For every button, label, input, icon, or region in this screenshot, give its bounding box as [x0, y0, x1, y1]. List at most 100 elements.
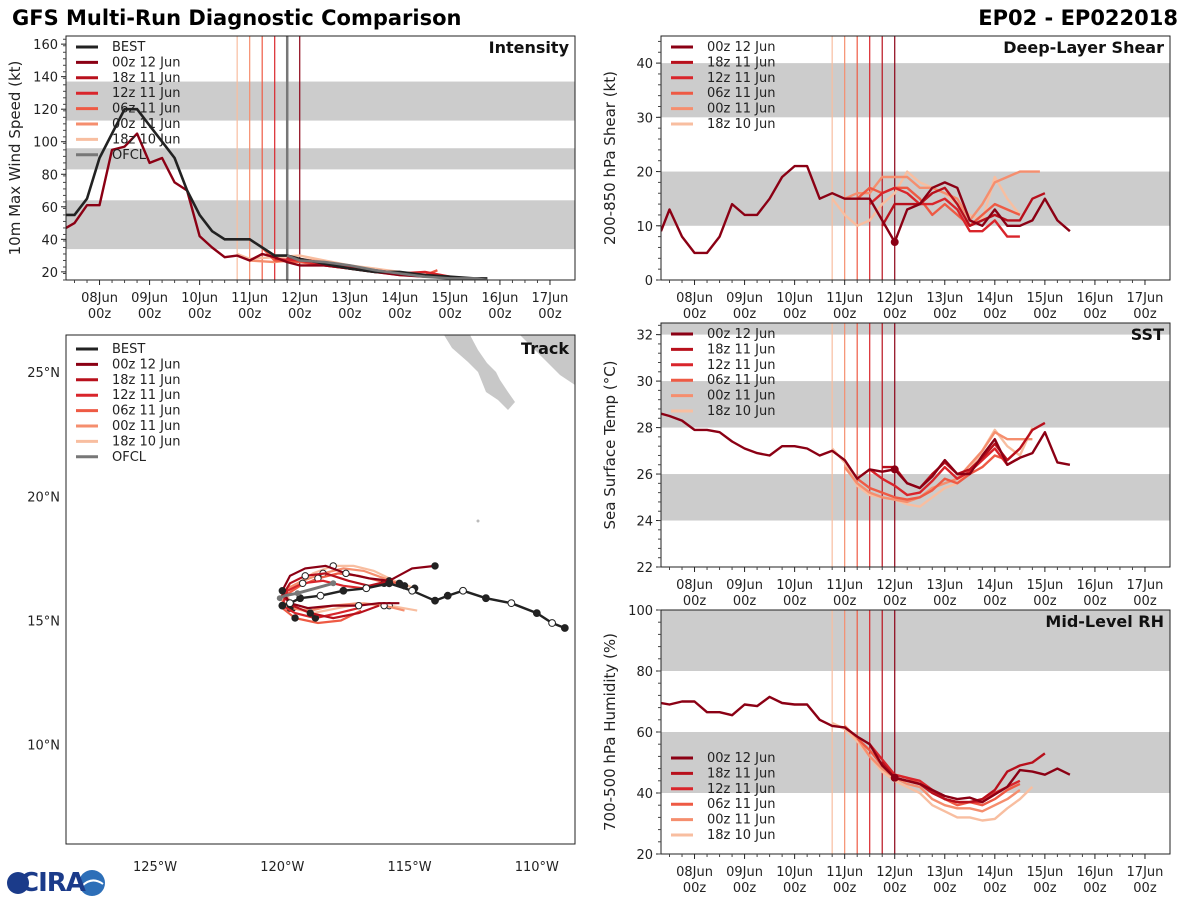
- rh-xtick-hour: 00z: [883, 881, 907, 896]
- rh-current-marker: [890, 773, 899, 782]
- sst-current-marker: [890, 465, 899, 474]
- rh-xtick-hour: 00z: [733, 881, 757, 896]
- track-point: [301, 572, 309, 580]
- intensity-xtick-hour: 00z: [338, 307, 362, 322]
- sst-xtick-hour: 00z: [1133, 594, 1157, 609]
- intensity-legend-label: 12z 11 Jun: [112, 86, 181, 101]
- track-point: [342, 569, 350, 578]
- sst-xtick-day: 10Jun: [776, 578, 813, 593]
- intensity-xtick-day: 09Jun: [131, 291, 168, 306]
- intensity-legend-label: OFCL: [112, 148, 147, 163]
- rh-xtick-hour: 00z: [983, 881, 1007, 896]
- rh-title: Mid-Level RH: [1045, 612, 1164, 631]
- sst-xtick-day: 16Jun: [1076, 578, 1113, 593]
- sst-band: [661, 381, 1170, 428]
- track-legend-label: 00z 12 Jun: [112, 357, 181, 372]
- sst-xtick-hour: 00z: [733, 594, 757, 609]
- intensity-xtick-hour: 00z: [138, 307, 162, 322]
- track-ofcl-point: [294, 590, 301, 597]
- track-point: [291, 614, 299, 622]
- intensity-xtick-hour: 00z: [538, 307, 562, 322]
- sst-legend-label: 00z 12 Jun: [707, 327, 776, 342]
- intensity-plot-area: [66, 36, 575, 280]
- shear-legend-label: 00z 12 Jun: [707, 40, 776, 55]
- shear-legend-label: 00z 11 Jun: [707, 102, 776, 117]
- shear-xtick-hour: 00z: [833, 307, 857, 322]
- island-land: [476, 519, 480, 523]
- shear-legend-label: 18z 11 Jun: [707, 55, 776, 70]
- shear-xtick-hour: 00z: [733, 307, 757, 322]
- rh-xtick-day: 09Jun: [726, 865, 763, 880]
- sst-xtick-day: 08Jun: [676, 578, 713, 593]
- shear-xtick-hour: 00z: [983, 307, 1007, 322]
- panel-rh: 2040608010008Jun00z09Jun00z10Jun00z11Jun…: [601, 604, 1171, 896]
- sst-xtick-hour: 00z: [1033, 594, 1057, 609]
- panel-sst: 22242628303208Jun00z09Jun00z10Jun00z11Ju…: [601, 322, 1171, 609]
- mexico-mainland-land: [520, 335, 575, 385]
- shear-xtick-day: 16Jun: [1076, 291, 1113, 306]
- intensity-xtick-hour: 00z: [438, 307, 462, 322]
- intensity-xtick-day: 15Jun: [431, 291, 468, 306]
- sst-xtick-hour: 00z: [983, 594, 1007, 609]
- track-xtick-label: 120°W: [260, 860, 304, 875]
- shear-xtick-hour: 00z: [933, 307, 957, 322]
- shear-current-marker: [890, 238, 899, 247]
- track-legend-label: 12z 11 Jun: [112, 388, 181, 403]
- rh-series-4: [843, 725, 1021, 813]
- sst-legend-label: 18z 10 Jun: [707, 404, 776, 419]
- track-frame: [65, 334, 576, 845]
- rh-xtick-day: 16Jun: [1076, 865, 1113, 880]
- intensity-xtick-day: 08Jun: [81, 291, 118, 306]
- shear-series-2: [868, 186, 1020, 238]
- track-point: [278, 587, 287, 595]
- track-ytick-label: 15°N: [27, 615, 60, 630]
- shear-legend-label: 18z 10 Jun: [707, 117, 776, 132]
- shear-xtick-day: 11Jun: [826, 291, 863, 306]
- shear-band: [661, 171, 1170, 226]
- track-best-point: [316, 591, 325, 600]
- shear-legend-label: 06z 11 Jun: [707, 86, 776, 101]
- cira-logo: CIRA: [4, 866, 114, 898]
- rh-band: [661, 610, 1170, 671]
- sst-ytick-label: 26: [636, 468, 653, 483]
- intensity-xtick-hour: 00z: [238, 307, 262, 322]
- rh-ytick-label: 80: [636, 665, 653, 680]
- shear-xtick-hour: 00z: [1133, 307, 1157, 322]
- track-series-1: [280, 572, 390, 620]
- shear-xtick-hour: 00z: [883, 307, 907, 322]
- intensity-legend-label: 00z 12 Jun: [112, 55, 181, 70]
- shear-xtick-day: 09Jun: [726, 291, 763, 306]
- shear-ylabel: 200-850 hPa Shear (kt): [601, 71, 619, 245]
- shear-ytick-label: 10: [636, 220, 653, 235]
- intensity-ytick-label: 100: [33, 136, 58, 151]
- track-best-point: [408, 586, 417, 595]
- shear-xtick-day: 17Jun: [1127, 291, 1164, 306]
- intensity-xtick-hour: 00z: [488, 307, 512, 322]
- sst-xtick-hour: 00z: [1083, 594, 1107, 609]
- rh-xtick-day: 10Jun: [776, 865, 813, 880]
- intensity-band: [66, 81, 575, 121]
- intensity-xtick-day: 11Jun: [231, 291, 268, 306]
- track-best-point: [548, 619, 556, 627]
- sst-xtick-hour: 00z: [933, 594, 957, 609]
- intensity-legend-label: BEST: [112, 40, 145, 55]
- shear-ytick-label: 40: [636, 57, 653, 72]
- shear-xtick-day: 13Jun: [926, 291, 963, 306]
- shear-series-4: [844, 170, 1040, 222]
- sst-legend-label: 12z 11 Jun: [707, 358, 776, 373]
- intensity-ytick-label: 140: [33, 71, 58, 86]
- sst-ytick-label: 22: [636, 561, 653, 576]
- intensity-ytick-label: 20: [41, 266, 58, 281]
- rh-series-0: [661, 695, 1071, 804]
- sst-series-2: [868, 447, 1021, 497]
- track-point: [306, 609, 315, 617]
- sst-xtick-day: 09Jun: [726, 578, 763, 593]
- track-best-point: [560, 624, 569, 632]
- shear-series-1: [881, 186, 1046, 228]
- panel-shear: 01020304008Jun00z09Jun00z10Jun00z11Jun00…: [601, 35, 1171, 322]
- track-ofcl-point: [330, 580, 337, 587]
- track-best-point: [362, 584, 371, 593]
- track-best-point: [278, 601, 287, 610]
